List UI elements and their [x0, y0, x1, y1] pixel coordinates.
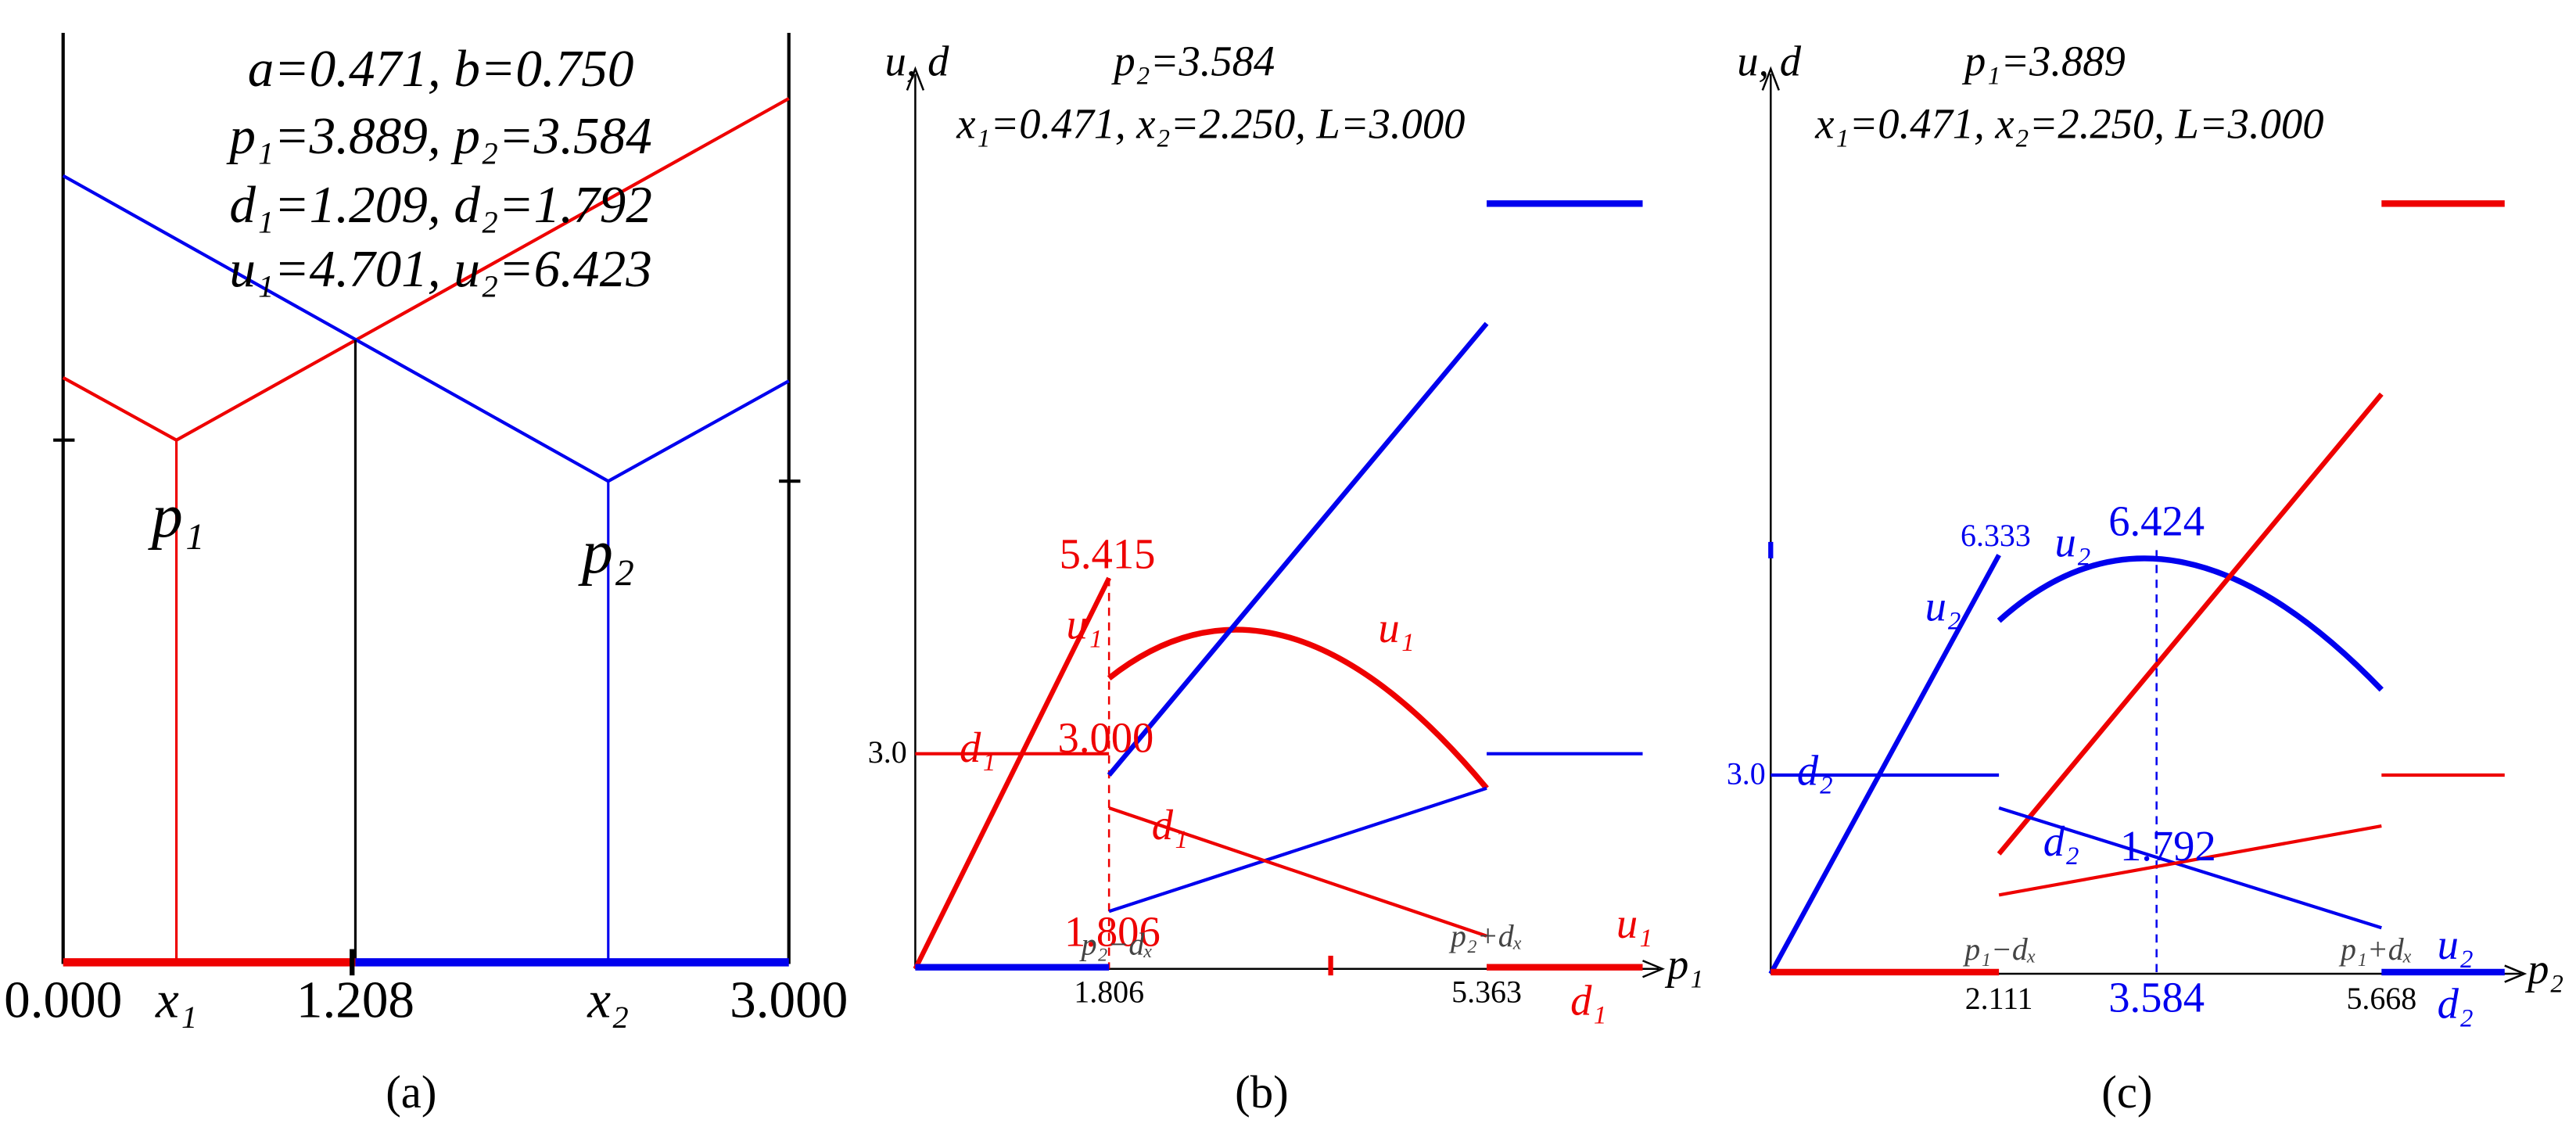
label: 6.424	[2108, 497, 2205, 544]
axis-label: 1.208	[296, 970, 414, 1029]
label: u₂	[1925, 583, 1961, 630]
blue-u-curve	[1997, 555, 2384, 692]
arrow	[1761, 66, 1780, 91]
label: 5.363	[1451, 974, 1522, 1009]
title: x₁=0.471, x₂=2.250, L=3.000	[1814, 99, 2323, 147]
red-u	[913, 576, 1111, 971]
arrow	[906, 66, 925, 91]
axis-title: p₂	[2524, 946, 2563, 993]
label: 1.806	[1074, 974, 1144, 1009]
label: d₂	[2043, 817, 2079, 865]
label: 1.792	[2120, 822, 2216, 870]
label: u₁	[1616, 899, 1652, 947]
label: 3.0	[868, 734, 907, 770]
annotation: p₁=3.889, p₂=3.584	[226, 106, 651, 165]
label: p₁+dₓ	[2338, 932, 2413, 967]
red-d-line	[1108, 806, 1487, 938]
axis-label: x₂	[587, 970, 629, 1029]
point-label: p₂	[578, 518, 635, 587]
axis-title: u, d	[885, 38, 950, 85]
axis-label: 0.000	[4, 970, 122, 1029]
label: p₂+dₓ	[1448, 918, 1523, 953]
title: x₁=0.471, x₂=2.250, L=3.000	[956, 99, 1465, 147]
arrow	[2504, 964, 2528, 983]
label: 5.415	[1060, 530, 1156, 577]
label: u₁	[1378, 604, 1414, 652]
title: p₂=3.584	[1110, 38, 1275, 85]
label: d₂	[1797, 747, 1833, 795]
axis-title: p₁	[1664, 940, 1703, 988]
label: 5.668	[2346, 981, 2416, 1016]
label: 6.333	[1961, 518, 2031, 553]
blue-u	[1107, 321, 1489, 777]
panel-b: u, d p₂=3.584 x₁=0.471, x₂=2.250, L=3.00…	[868, 38, 1703, 1118]
label: u₁	[1067, 601, 1103, 648]
panel-a: a=0.471, b=0.750 p₁=3.889, p₂=3.584 d₁=1…	[4, 32, 848, 1118]
label: d₁	[1570, 976, 1606, 1024]
point-label: p₁	[148, 482, 205, 551]
blue-d	[1108, 786, 1487, 914]
axis-label: 3.000	[730, 970, 848, 1029]
label: d₂	[2438, 980, 2474, 1028]
label: d₁	[1152, 801, 1188, 849]
axis-label: x₁	[155, 970, 197, 1029]
label: 2.111	[1965, 981, 2033, 1016]
red-d-line	[1998, 824, 2382, 897]
label: 3.000	[1058, 714, 1154, 762]
panel-c: u, d p₁=3.889 x₁=0.471, x₂=2.250, L=3.00…	[1727, 38, 2564, 1118]
caption: (c)	[2101, 1067, 2152, 1118]
red-u-curve	[1107, 626, 1489, 791]
title: p₁=3.889	[1961, 38, 2126, 85]
label: d₁	[960, 723, 996, 771]
label: u₂	[2054, 519, 2090, 566]
red-u	[1997, 392, 2384, 856]
label: p₁−dₓ	[1962, 932, 2036, 967]
label: 1.806	[1064, 907, 1161, 955]
caption: (b)	[1235, 1067, 1289, 1118]
axis-title: u, d	[1737, 38, 1802, 85]
blue-u	[1768, 554, 2001, 975]
label: 3.584	[2108, 973, 2205, 1021]
label: u₂	[2438, 921, 2474, 968]
caption: (a)	[386, 1067, 436, 1118]
annotation: d₁=1.209, d₂=1.792	[229, 175, 651, 234]
label: p₂−dₓ	[1079, 927, 1153, 962]
arrow	[1642, 960, 1665, 978]
annotation: u₁=4.701, u₂=6.423	[229, 239, 651, 298]
blue-d-line	[1998, 806, 2382, 930]
label: 3.0	[1727, 756, 1766, 791]
annotation: a=0.471, b=0.750	[248, 39, 634, 98]
